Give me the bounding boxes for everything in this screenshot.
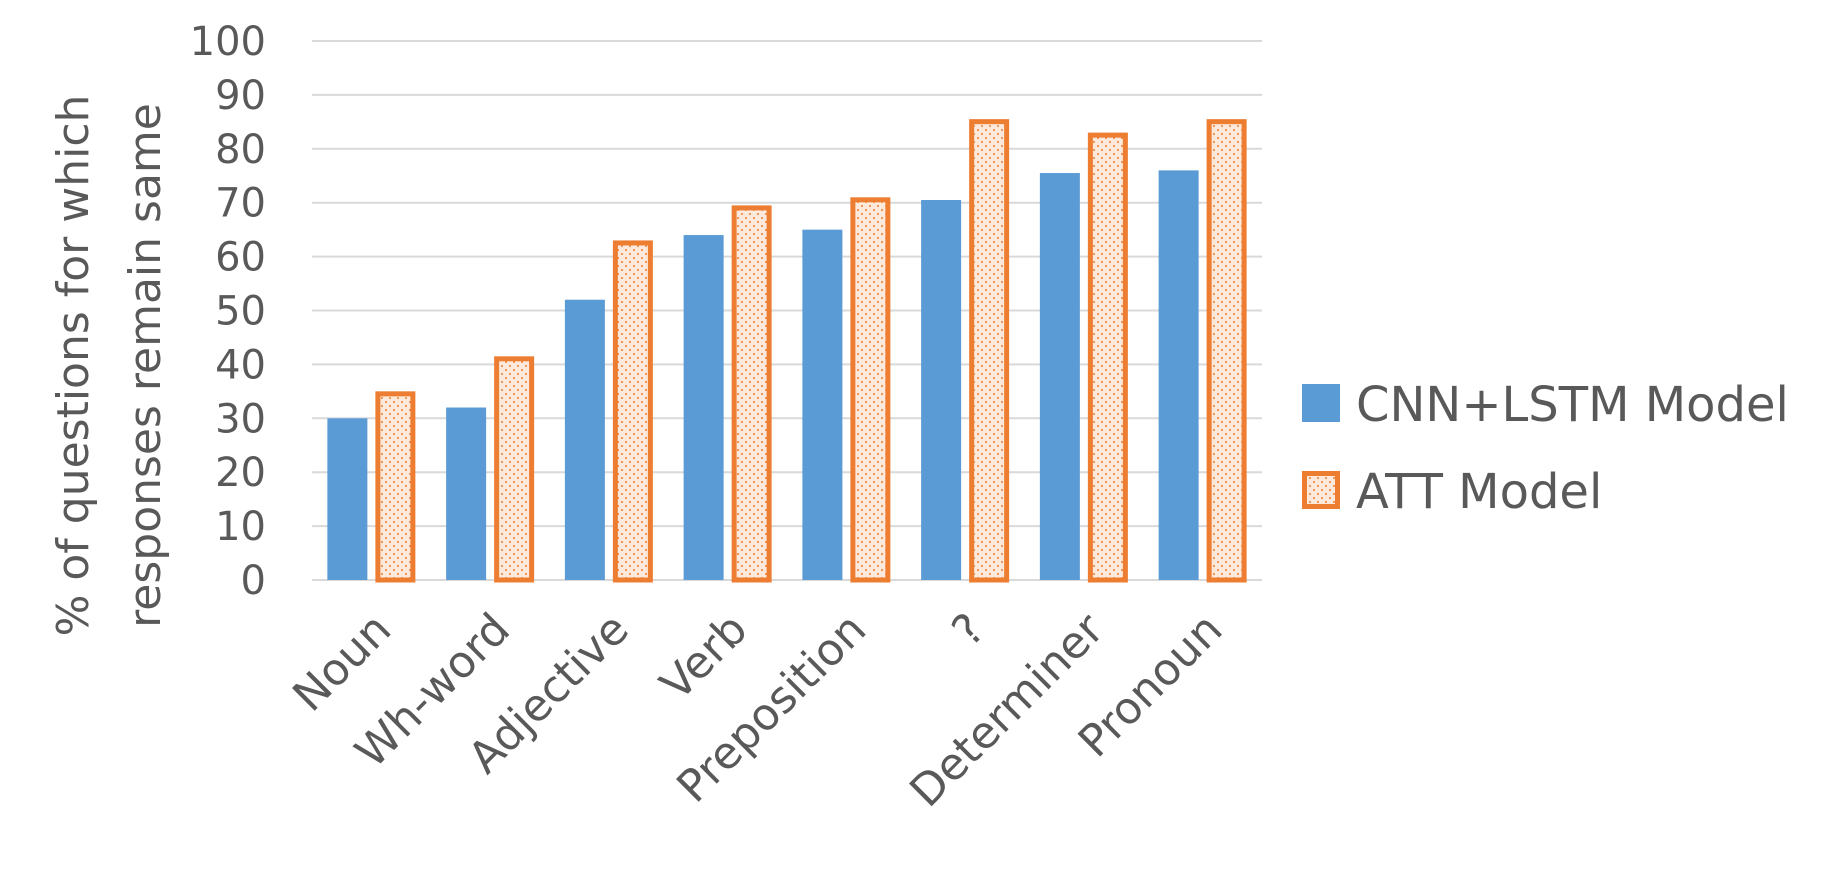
y-tick-label: 30 <box>215 396 266 442</box>
y-axis-title-line: responses remain same <box>120 103 171 628</box>
bars <box>327 119 1247 583</box>
legend-label: CNN+LSTM Model <box>1356 377 1789 433</box>
legend: CNN+LSTM Model ATT Model <box>1302 377 1789 520</box>
bar-cnn-lstm <box>921 200 962 580</box>
y-tick-label: 0 <box>241 558 266 604</box>
bar-cnn-lstm <box>1158 170 1199 581</box>
y-tick-label: 70 <box>215 181 266 227</box>
x-category-label: Verb <box>651 604 758 711</box>
y-tick-label: 60 <box>215 235 266 281</box>
y-axis-title: % of questions for which responses remain… <box>48 95 171 637</box>
y-tick-label: 50 <box>215 289 266 335</box>
y-tick-label: 90 <box>215 73 266 119</box>
bar-att <box>731 205 772 583</box>
bar-cnn-lstm <box>327 418 368 580</box>
y-tick-label: 20 <box>215 450 266 496</box>
bar-att <box>850 197 891 583</box>
bar-att <box>494 356 535 583</box>
legend-label: ATT Model <box>1356 464 1602 520</box>
y-tick-label: 80 <box>215 127 266 173</box>
y-tick-label: 40 <box>215 342 266 388</box>
legend-swatch-att <box>1302 471 1340 509</box>
bar-cnn-lstm <box>802 229 843 580</box>
bar-cnn-lstm <box>564 299 605 580</box>
legend-swatch-cnn-lstm <box>1302 384 1340 422</box>
x-category-label: ? <box>942 604 995 657</box>
y-tick-label: 10 <box>215 504 266 550</box>
bar-att <box>612 240 653 583</box>
x-category-label: Determiner <box>900 603 1114 817</box>
y-tick-labels: 0 10 20 30 40 50 60 70 80 90 100 <box>190 19 266 604</box>
y-tick-label: 100 <box>190 19 266 65</box>
bar-att <box>1206 119 1247 583</box>
bar-cnn-lstm <box>1039 173 1080 580</box>
bar-att <box>375 391 416 583</box>
bar-att <box>1087 132 1128 583</box>
bar-cnn-lstm <box>446 407 487 580</box>
bar-cnn-lstm <box>683 235 724 581</box>
y-axis-title-line: % of questions for which <box>48 95 99 637</box>
bar-att <box>969 119 1010 583</box>
